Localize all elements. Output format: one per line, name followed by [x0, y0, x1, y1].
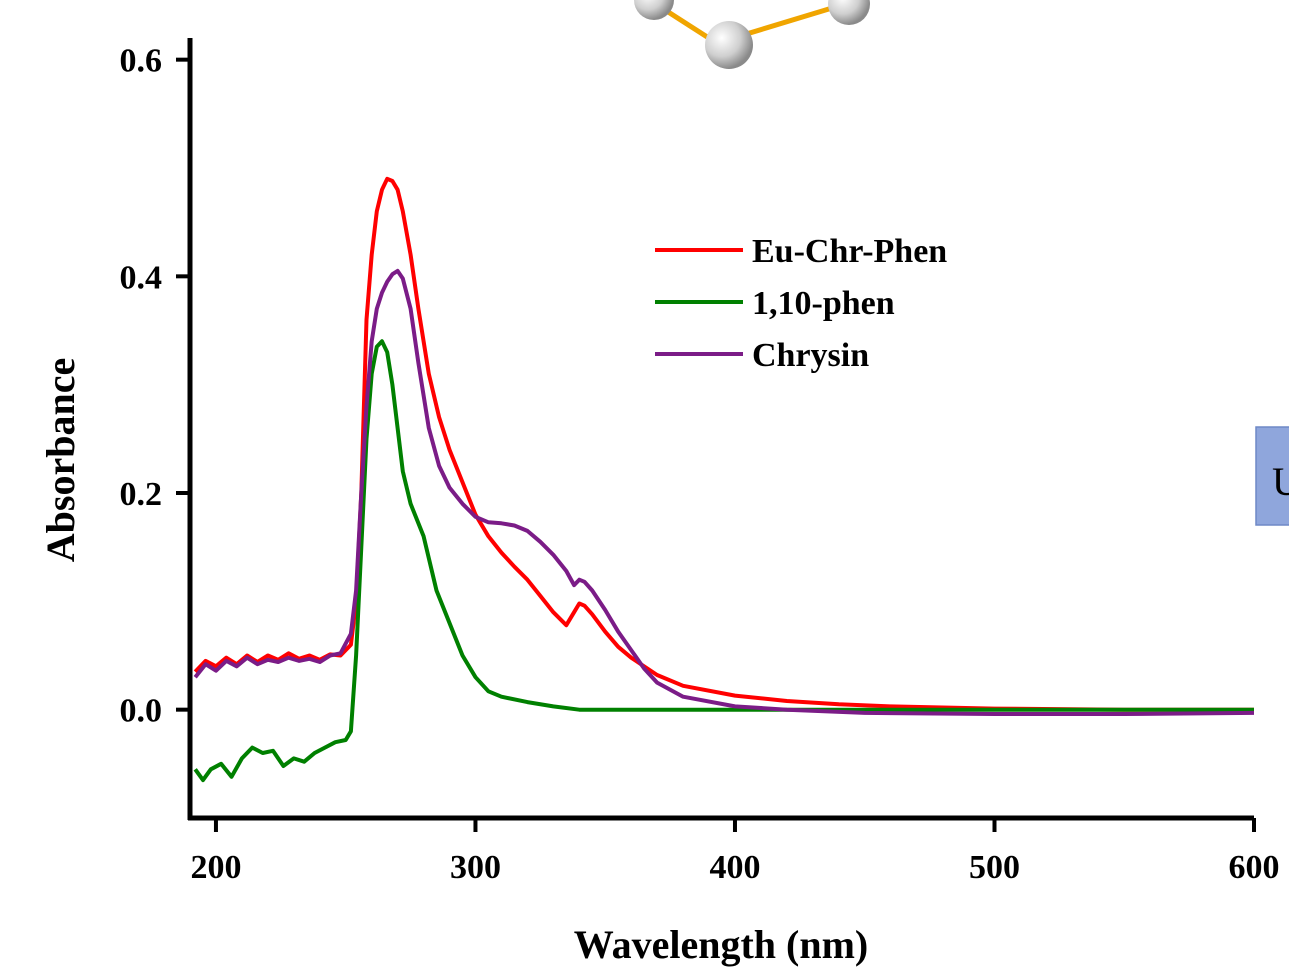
callout-text-fragment: U — [1272, 459, 1289, 504]
atom-ball-1 — [634, 0, 674, 20]
y-axis-title: Absorbance — [38, 358, 83, 562]
x-tick-label: 400 — [709, 849, 760, 886]
legend: Eu-Chr-Phen 1,10-phen Chrysin — [655, 233, 947, 374]
legend-label-1-10-phen: 1,10-phen — [752, 285, 895, 322]
series-line-eu-chr-phen — [193, 176, 1254, 712]
x-tick-label: 200 — [190, 849, 241, 886]
atom-ball-2 — [705, 21, 753, 69]
x-tick-label: 600 — [1229, 849, 1280, 886]
y-tick-label: 0.6 — [120, 43, 163, 80]
x-axis-title: Wavelength (nm) — [574, 922, 868, 967]
molecule-graphic — [634, 0, 870, 69]
x-tick-label: 500 — [969, 849, 1020, 886]
y-tick-label: 0.2 — [120, 476, 163, 513]
axes — [187, 38, 1254, 821]
series-line-chrysin — [193, 268, 1255, 716]
y-tick-label: 0.0 — [120, 693, 163, 730]
atom-ball-3 — [828, 0, 870, 25]
plot-lines — [193, 176, 1255, 783]
x-tick-label: 300 — [450, 849, 501, 886]
legend-label-chrysin: Chrysin — [752, 337, 869, 374]
callout-box: U — [1255, 426, 1289, 526]
ticks: 200 300 400 500 600 0.0 0.2 0.4 0.6 — [120, 43, 1280, 886]
series-line-1-10-phen — [193, 339, 1254, 783]
legend-label-eu-chr-phen: Eu-Chr-Phen — [752, 233, 947, 270]
y-tick-label: 0.4 — [120, 259, 163, 296]
